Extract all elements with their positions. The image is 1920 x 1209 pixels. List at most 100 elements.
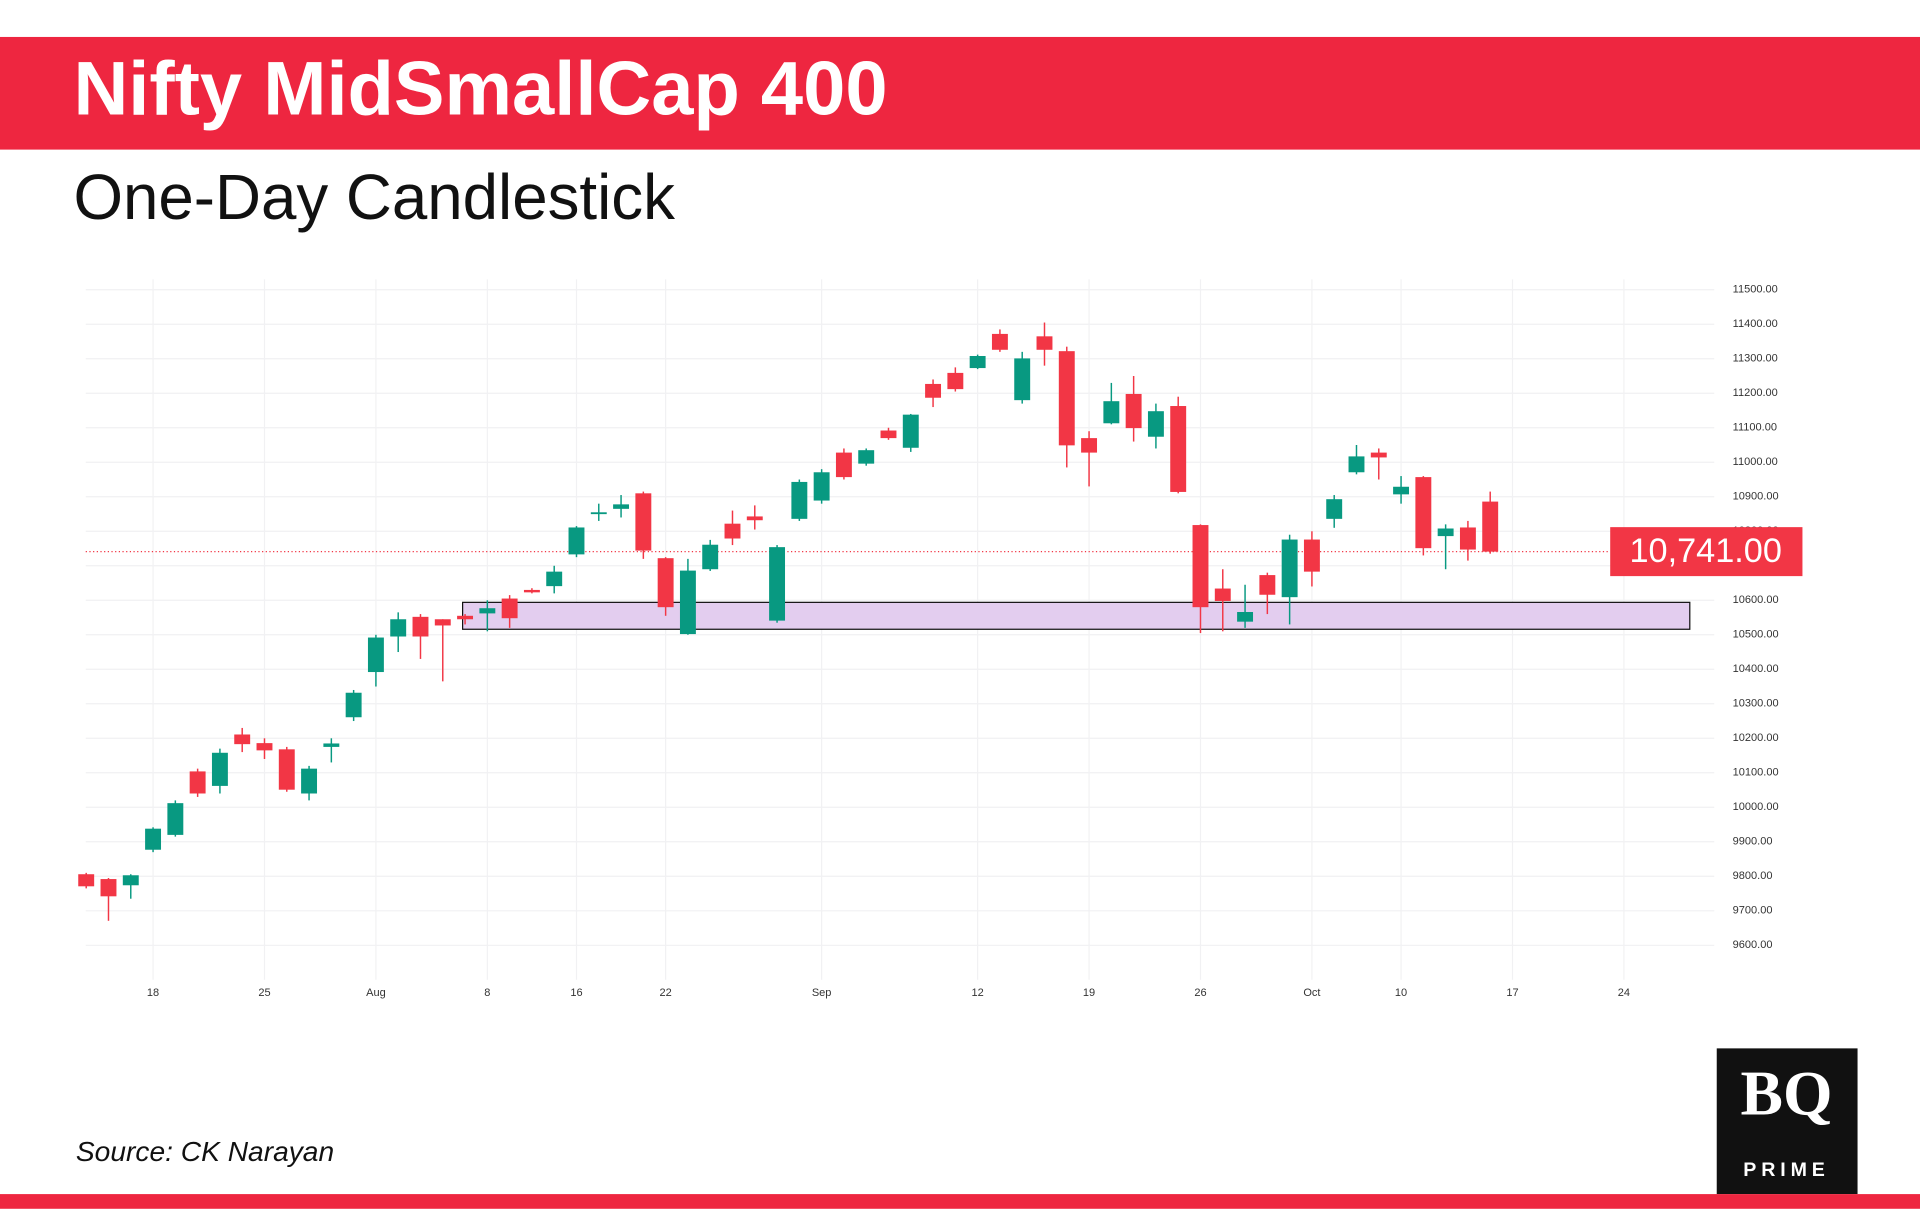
candle-body (1348, 456, 1365, 473)
candle-body (947, 372, 964, 390)
y-tick-label: 11500.00 (1733, 284, 1778, 296)
candle-body (635, 493, 652, 551)
candle-body (122, 875, 139, 886)
x-tick-label: Aug (366, 987, 386, 999)
candle-body (167, 803, 184, 835)
candle-body (1170, 406, 1187, 492)
candle-body (1459, 527, 1476, 550)
candle-body (657, 558, 674, 608)
candle-body (880, 430, 897, 439)
y-tick-label: 9800.00 (1733, 870, 1773, 882)
last-price-box (1610, 527, 1803, 577)
x-tick-label: 8 (484, 987, 490, 999)
y-tick-label: 10000.00 (1733, 801, 1779, 813)
y-tick-label: 11000.00 (1733, 456, 1778, 468)
logo-mark: BQ (1741, 1057, 1833, 1128)
candle-body (1370, 452, 1387, 458)
x-tick-label: 22 (659, 987, 671, 999)
candle-body (1415, 477, 1432, 549)
y-tick-label: 10600.00 (1733, 594, 1779, 606)
candle-body (412, 616, 429, 637)
candle-body (991, 333, 1008, 350)
candle-body (902, 414, 919, 448)
candle-body (390, 619, 407, 637)
logo-word: PRIME (1743, 1159, 1829, 1181)
plot-area: 9600.00 9700.00 9800.00 9900.00 10000.00 10 10… (78, 279, 1803, 999)
y-tick-label: 11200.00 (1733, 387, 1778, 399)
candle-body (479, 608, 496, 614)
candle-body (1125, 393, 1142, 429)
candle-body (1058, 351, 1075, 446)
x-tick-label: 12 (971, 987, 983, 999)
chart-subtitle: One-Day Candlestick (73, 162, 675, 233)
x-tick-label: 17 (1506, 987, 1518, 999)
candle-body (724, 523, 741, 539)
x-tick-label: 25 (258, 987, 270, 999)
y-tick-label: 9600.00 (1733, 939, 1773, 951)
x-tick-label: 26 (1194, 987, 1206, 999)
candle-body (546, 571, 563, 587)
candle-body (1014, 358, 1031, 401)
x-tick-label: 24 (1618, 987, 1630, 999)
y-tick-label: 10400.00 (1733, 663, 1779, 675)
x-tick-label: 18 (147, 987, 159, 999)
support-zone (461, 601, 1691, 630)
y-tick-label: 11300.00 (1733, 353, 1778, 365)
candle-body (1259, 575, 1276, 595)
candle-body (1081, 438, 1098, 453)
candle-body (1303, 539, 1320, 572)
chart-title: Nifty MidSmallCap 400 (73, 47, 887, 132)
candle-body (301, 768, 318, 794)
x-tick-label: Oct (1303, 987, 1320, 999)
candle-body (702, 544, 719, 570)
candle-body (835, 452, 852, 478)
candle-body (746, 516, 763, 521)
y-tick-label: 11100.00 (1733, 422, 1777, 434)
candle-body (858, 450, 875, 464)
candle-body (345, 692, 362, 718)
y-tick-label: 10300.00 (1733, 698, 1779, 710)
bottom-band (0, 1194, 1920, 1209)
candle-body (367, 637, 384, 673)
x-tick-label: 16 (570, 987, 582, 999)
candle-body (256, 743, 273, 751)
candle-body (211, 752, 228, 786)
candle-body (590, 512, 607, 515)
y-tick-label: 11400.00 (1733, 318, 1778, 330)
y-tick-label: 10500.00 (1733, 629, 1779, 641)
y-tick-label: 9700.00 (1733, 905, 1773, 917)
candle-body (1482, 501, 1499, 552)
candle-body (434, 619, 451, 626)
candle-body (501, 598, 518, 619)
x-tick-label: 19 (1083, 987, 1095, 999)
candle-body (791, 481, 808, 519)
candle-body (1281, 539, 1298, 598)
candle-body (1103, 401, 1120, 424)
candle-body (278, 749, 295, 790)
candle-body (234, 734, 251, 745)
candle-body (679, 570, 696, 635)
candle-body (925, 383, 942, 398)
candle-body (969, 355, 986, 369)
candle-body (1393, 486, 1410, 495)
x-tick-label: 10 (1395, 987, 1407, 999)
candle-body (78, 874, 95, 887)
y-tick-label: 9900.00 (1733, 836, 1773, 848)
candle-body (568, 527, 585, 555)
candle-body (1147, 411, 1164, 437)
candle-body (1237, 612, 1254, 622)
candle-body (457, 615, 474, 620)
candle-body (613, 504, 630, 509)
logo-box (1716, 1048, 1858, 1195)
candle-body (145, 828, 162, 850)
y-tick-label: 10900.00 (1733, 491, 1779, 503)
candle-body (523, 589, 540, 593)
candle-body (1214, 588, 1231, 601)
candle-body (1192, 525, 1209, 608)
candle-body (813, 472, 830, 501)
candle-body (1036, 336, 1053, 350)
source-note: Source: CK Narayan (76, 1136, 334, 1167)
x-tick-label: Sep (812, 987, 832, 999)
